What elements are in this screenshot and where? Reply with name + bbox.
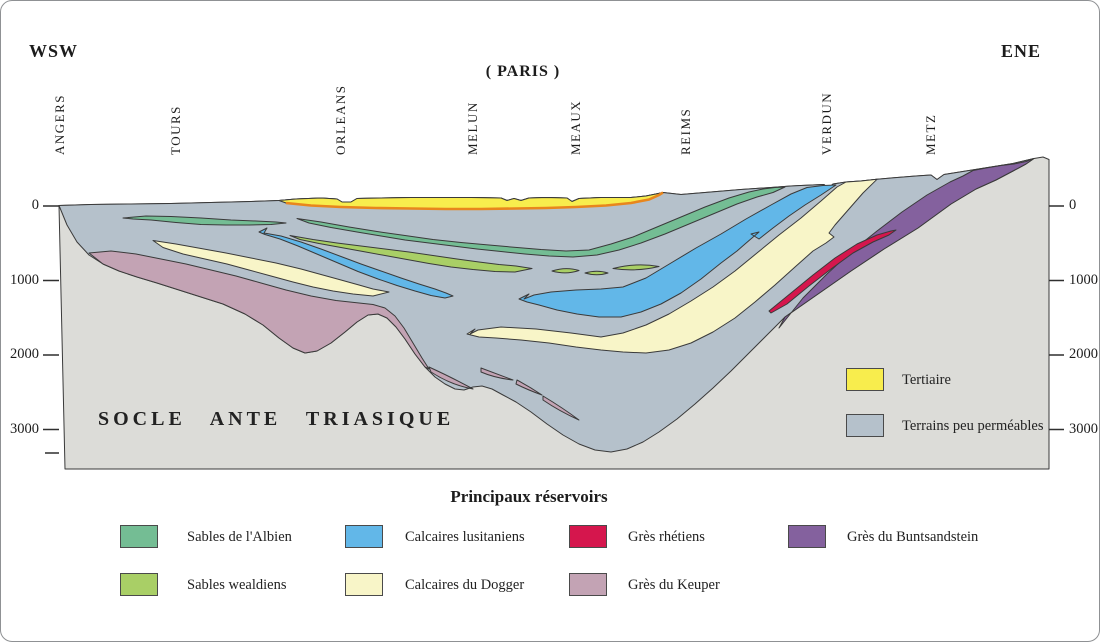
legend-label-wealdiens: Sables wealdiens: [187, 577, 287, 593]
depth-label-right-2000: 2000: [1069, 346, 1098, 362]
layer-dogger-main: [466, 178, 878, 354]
layer-wealdiens-fragment-2: [584, 270, 609, 276]
tertiaire-base-line: [285, 191, 664, 211]
inset-label-tertiaire: Tertiaire: [902, 372, 951, 388]
inset-swatch-terrains: [846, 414, 884, 437]
layer-dogger-west: [152, 240, 390, 297]
layer-keuper-main: [88, 250, 430, 370]
legend-title: Principaux réservoirs: [450, 487, 608, 506]
legend-label-lusitaniens: Calcaires lusitaniens: [405, 529, 525, 545]
layer-albien-main: [296, 186, 786, 258]
layer-wealdiens-band: [289, 235, 533, 273]
depth-label-right-1000: 1000: [1069, 271, 1098, 288]
inset-label-terrains: Terrains peu perméables: [902, 418, 1044, 434]
axis-ticks-left: [43, 205, 59, 454]
legend-swatch-wealdiens: [120, 573, 158, 596]
layer-wealdiens-fragment-3: [612, 264, 660, 271]
legend-swatch-dogger: [345, 573, 383, 596]
city-label-meaux: MEAUX: [568, 99, 583, 155]
legend-label-albien: Sables de l'Albien: [187, 529, 292, 545]
city-label-orleans: ORLEANS: [333, 84, 348, 155]
legend-label-keuper: Grès du Keuper: [628, 577, 720, 593]
depth-label-left-3000: 3000: [10, 420, 39, 437]
direction-ene: ENE: [1001, 41, 1042, 61]
depth-label-left-1000: 1000: [10, 271, 39, 288]
layer-wealdiens-fragment-1: [551, 268, 580, 274]
layer-lusitaniens-main: [518, 184, 837, 318]
city-label-reims: REIMS: [678, 107, 693, 155]
layer-keuper-lens-1: [428, 366, 474, 390]
city-label-melun: MELUN: [465, 101, 480, 155]
legend-label-rhetiens: Grès rhétiens: [628, 529, 705, 545]
axis-ticks-right: [1049, 205, 1064, 431]
layer-lusitaniens-west: [258, 227, 454, 299]
layer-keuper-lens-4: [542, 395, 580, 421]
layer-gres-rhetiens: [768, 229, 897, 314]
legend-swatch-lusitaniens: [345, 525, 383, 548]
legend-swatch-buntsandstein: [788, 525, 826, 548]
city-label-angers: ANGERS: [52, 93, 67, 155]
city-label-metz: METZ: [923, 113, 938, 155]
layer-keuper-lens-3: [515, 379, 543, 396]
depth-label-left-0: 0: [31, 197, 39, 213]
direction-wsw: WSW: [29, 41, 79, 61]
legend-swatch-albien: [120, 525, 158, 548]
legend-swatch-keuper: [569, 573, 607, 596]
socle-label: SOCLE ANTE TRIASIQUE: [98, 408, 455, 430]
layer-keuper-lens-2: [480, 367, 514, 381]
city-label-tours: TOURS: [168, 105, 183, 155]
paris-annotation: ( PARIS ): [485, 63, 561, 80]
legend-swatch-rhetiens: [569, 525, 607, 548]
legend-label-buntsandstein: Grès du Buntsandstein: [847, 529, 979, 545]
legend-label-dogger: Calcaires du Dogger: [405, 577, 525, 593]
depth-label-left-2000: 2000: [10, 346, 39, 362]
depth-label-right-0: 0: [1069, 197, 1077, 213]
inset-swatch-tertiaire: [846, 368, 884, 391]
city-label-verdun: VERDUN: [819, 91, 834, 155]
depth-label-right-3000: 3000: [1069, 420, 1098, 437]
layer-albien-west: [122, 215, 287, 226]
